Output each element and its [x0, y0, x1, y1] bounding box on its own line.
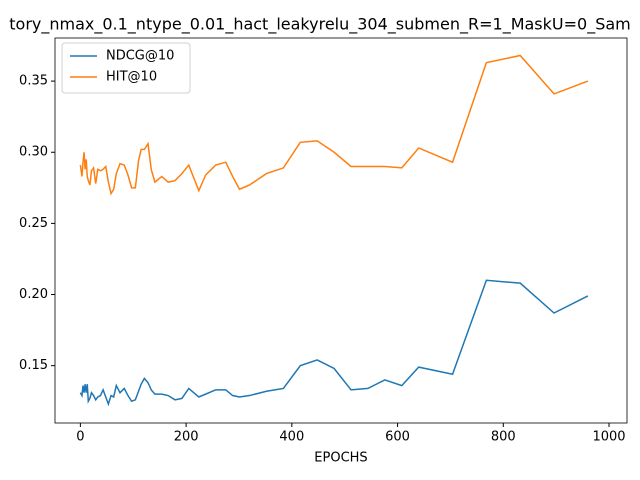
y-tick-label: 0.15 [19, 358, 48, 373]
x-tick-label: 800 [491, 430, 516, 445]
x-axis-label: EPOCHS [314, 451, 367, 466]
y-tick-label: 0.30 [19, 145, 48, 160]
x-tick-label: 200 [174, 430, 199, 445]
plot-frame [54, 37, 628, 424]
y-tick-label: 0.20 [19, 287, 48, 302]
x-tick-label: 400 [279, 430, 304, 445]
chart-title: tory_nmax_0.1_ntype_0.01_hact_leakyrelu_… [9, 15, 631, 35]
series-line [79, 279, 589, 407]
x-tick-label: 1000 [592, 430, 625, 445]
x-tick-label: 0 [76, 430, 84, 445]
x-tick-label: 600 [385, 430, 410, 445]
legend-label: NDCG@10 [106, 49, 174, 64]
y-tick-label: 0.25 [19, 216, 48, 231]
y-tick-label: 0.35 [19, 74, 48, 89]
legend-label: HIT@10 [106, 70, 157, 85]
series-line [79, 54, 589, 196]
